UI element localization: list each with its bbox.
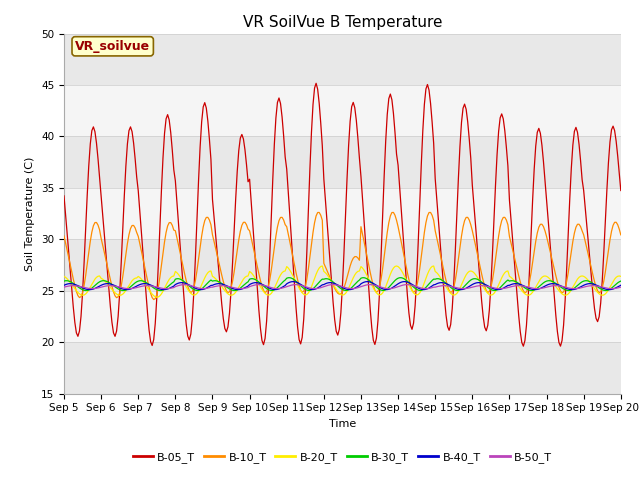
Bar bbox=[64, 342, 621, 394]
B-10_T bbox=[380, 254, 388, 260]
Legend: B-05_T, B-10_T, B-20_T, B-30_T, B-40_T, B-50_T: B-05_T, B-10_T, B-20_T, B-30_T, B-40_T, … bbox=[128, 447, 557, 467]
B-50_T bbox=[165, 286, 173, 291]
B-05_T bbox=[520, 343, 527, 349]
Line: B-10_T: B-10_T bbox=[64, 213, 621, 300]
B-10_T bbox=[60, 233, 68, 239]
B-30_T bbox=[60, 278, 68, 284]
B-40_T bbox=[617, 282, 625, 288]
Text: VR_soilvue: VR_soilvue bbox=[75, 40, 150, 53]
B-40_T bbox=[86, 287, 94, 292]
B-10_T bbox=[165, 220, 173, 226]
Bar bbox=[64, 240, 621, 291]
B-20_T bbox=[412, 291, 419, 297]
B-40_T bbox=[552, 281, 559, 287]
B-50_T bbox=[88, 286, 96, 291]
B-20_T bbox=[60, 274, 68, 279]
B-50_T bbox=[552, 283, 559, 288]
B-50_T bbox=[180, 282, 188, 288]
B-50_T bbox=[60, 284, 68, 290]
Bar bbox=[64, 136, 621, 188]
B-20_T bbox=[380, 288, 388, 293]
B-40_T bbox=[165, 286, 173, 291]
B-30_T bbox=[399, 275, 406, 281]
B-50_T bbox=[76, 284, 83, 289]
B-30_T bbox=[76, 285, 83, 291]
B-20_T bbox=[319, 263, 326, 269]
B-10_T bbox=[150, 297, 157, 302]
B-50_T bbox=[380, 285, 388, 291]
B-40_T bbox=[412, 283, 419, 289]
B-30_T bbox=[617, 278, 625, 284]
B-05_T bbox=[76, 328, 83, 334]
Y-axis label: Soil Temperature (C): Soil Temperature (C) bbox=[26, 156, 35, 271]
B-30_T bbox=[82, 288, 90, 293]
Line: B-20_T: B-20_T bbox=[64, 266, 621, 297]
B-05_T bbox=[164, 112, 172, 118]
B-40_T bbox=[399, 279, 406, 285]
B-05_T bbox=[410, 320, 417, 326]
Line: B-30_T: B-30_T bbox=[64, 278, 621, 290]
B-05_T bbox=[397, 206, 405, 212]
B-40_T bbox=[60, 282, 68, 288]
B-30_T bbox=[412, 286, 419, 291]
B-30_T bbox=[552, 281, 559, 287]
B-20_T bbox=[399, 270, 406, 276]
Bar bbox=[64, 34, 621, 85]
B-20_T bbox=[617, 274, 625, 279]
B-20_T bbox=[165, 276, 173, 282]
B-10_T bbox=[617, 232, 625, 238]
B-05_T bbox=[617, 188, 625, 193]
B-30_T bbox=[165, 283, 173, 288]
Line: B-50_T: B-50_T bbox=[64, 285, 621, 288]
B-40_T bbox=[289, 279, 297, 285]
B-05_T bbox=[60, 193, 68, 199]
Line: B-05_T: B-05_T bbox=[64, 84, 621, 346]
B-50_T bbox=[412, 283, 419, 289]
B-10_T bbox=[399, 247, 406, 252]
Bar bbox=[64, 188, 621, 240]
B-05_T bbox=[379, 213, 387, 219]
B-10_T bbox=[412, 288, 419, 294]
B-05_T bbox=[552, 312, 559, 318]
B-30_T bbox=[286, 275, 294, 281]
B-05_T bbox=[312, 81, 320, 86]
Title: VR SoilVue B Temperature: VR SoilVue B Temperature bbox=[243, 15, 442, 30]
B-10_T bbox=[552, 273, 559, 278]
Line: B-40_T: B-40_T bbox=[64, 282, 621, 289]
B-40_T bbox=[76, 284, 83, 289]
X-axis label: Time: Time bbox=[329, 419, 356, 429]
B-20_T bbox=[552, 284, 559, 289]
B-20_T bbox=[76, 291, 83, 297]
B-40_T bbox=[380, 287, 388, 292]
Bar bbox=[64, 291, 621, 342]
Bar bbox=[64, 85, 621, 136]
B-10_T bbox=[76, 295, 83, 300]
B-50_T bbox=[617, 284, 625, 290]
B-50_T bbox=[399, 282, 406, 288]
B-30_T bbox=[380, 288, 388, 293]
B-10_T bbox=[316, 210, 323, 216]
B-20_T bbox=[153, 294, 161, 300]
